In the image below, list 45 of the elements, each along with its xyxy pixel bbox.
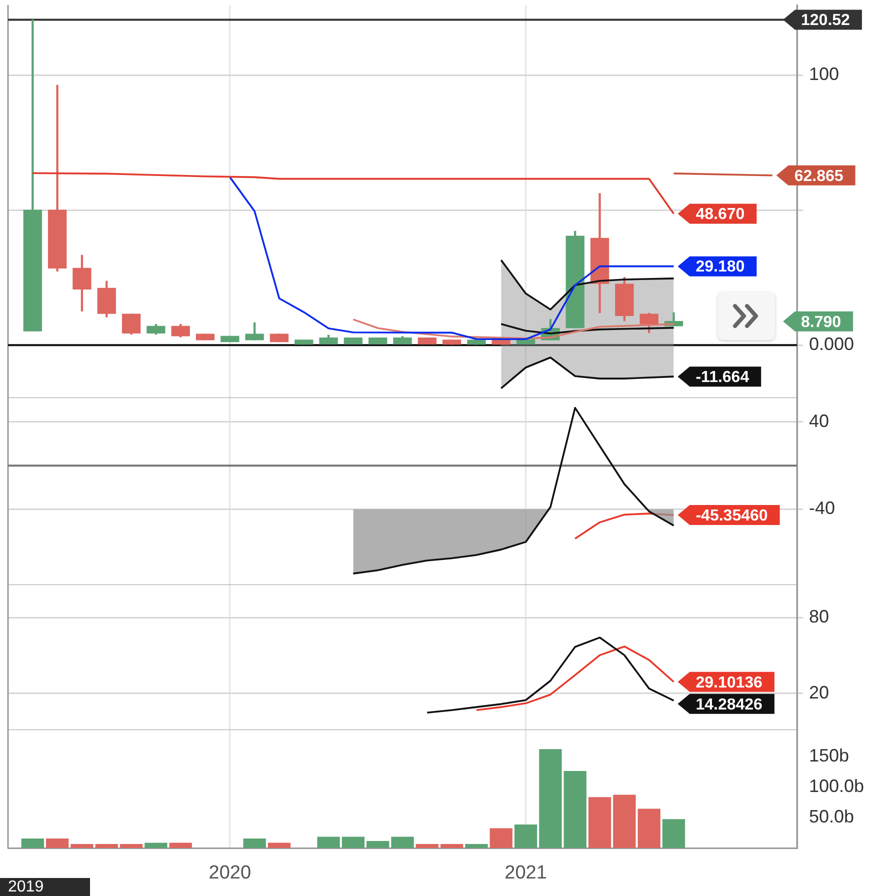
- text: 8.790: [801, 314, 842, 331]
- data-label: 62.865: [794, 168, 844, 185]
- bar: [317, 836, 340, 848]
- data-label: 14.28426: [696, 696, 763, 714]
- y-tick-label: 0.000: [809, 334, 854, 354]
- bar: [440, 844, 464, 848]
- bar: [120, 844, 143, 848]
- bar: [588, 797, 612, 848]
- ref-line-label: 120.52: [801, 12, 850, 30]
- bar: [95, 844, 118, 848]
- text: 2019: [8, 878, 44, 896]
- y-tick-label: 80: [809, 606, 830, 627]
- bar: [416, 844, 438, 848]
- data-label: 29.10136: [696, 674, 763, 692]
- bar: [169, 842, 192, 848]
- data-label: -45.35460: [696, 507, 768, 524]
- bar: [613, 794, 636, 848]
- data-label: 48.670: [696, 206, 745, 224]
- y-tick-label: 50.0b: [809, 806, 854, 827]
- bar: [391, 836, 414, 848]
- x-tick-label: 2021: [504, 862, 547, 884]
- bar: [662, 819, 686, 848]
- y-tick-label: -40: [809, 498, 836, 518]
- x-tick-label: 2020: [208, 862, 252, 884]
- y-tick-label: 100.0b: [809, 776, 864, 796]
- bar: [46, 838, 69, 848]
- bar: [342, 836, 365, 848]
- bar: [465, 844, 488, 848]
- data-label: -11.664: [696, 368, 750, 386]
- bar: [564, 771, 586, 848]
- y-tick-label: 40: [809, 410, 830, 431]
- y-tick-label: 20: [809, 682, 830, 702]
- bar: [638, 808, 660, 848]
- bar: [514, 824, 538, 848]
- bar: [539, 749, 562, 848]
- bar: [243, 838, 266, 848]
- bar: [21, 838, 44, 848]
- bar: [144, 842, 168, 848]
- bar: [490, 828, 512, 848]
- bar: [366, 840, 390, 848]
- y-tick-label: 150b: [809, 746, 850, 766]
- data-label: 29.180: [696, 258, 745, 276]
- y-tick-label: 100: [809, 64, 840, 84]
- bar: [268, 842, 291, 848]
- bar: [70, 844, 94, 848]
